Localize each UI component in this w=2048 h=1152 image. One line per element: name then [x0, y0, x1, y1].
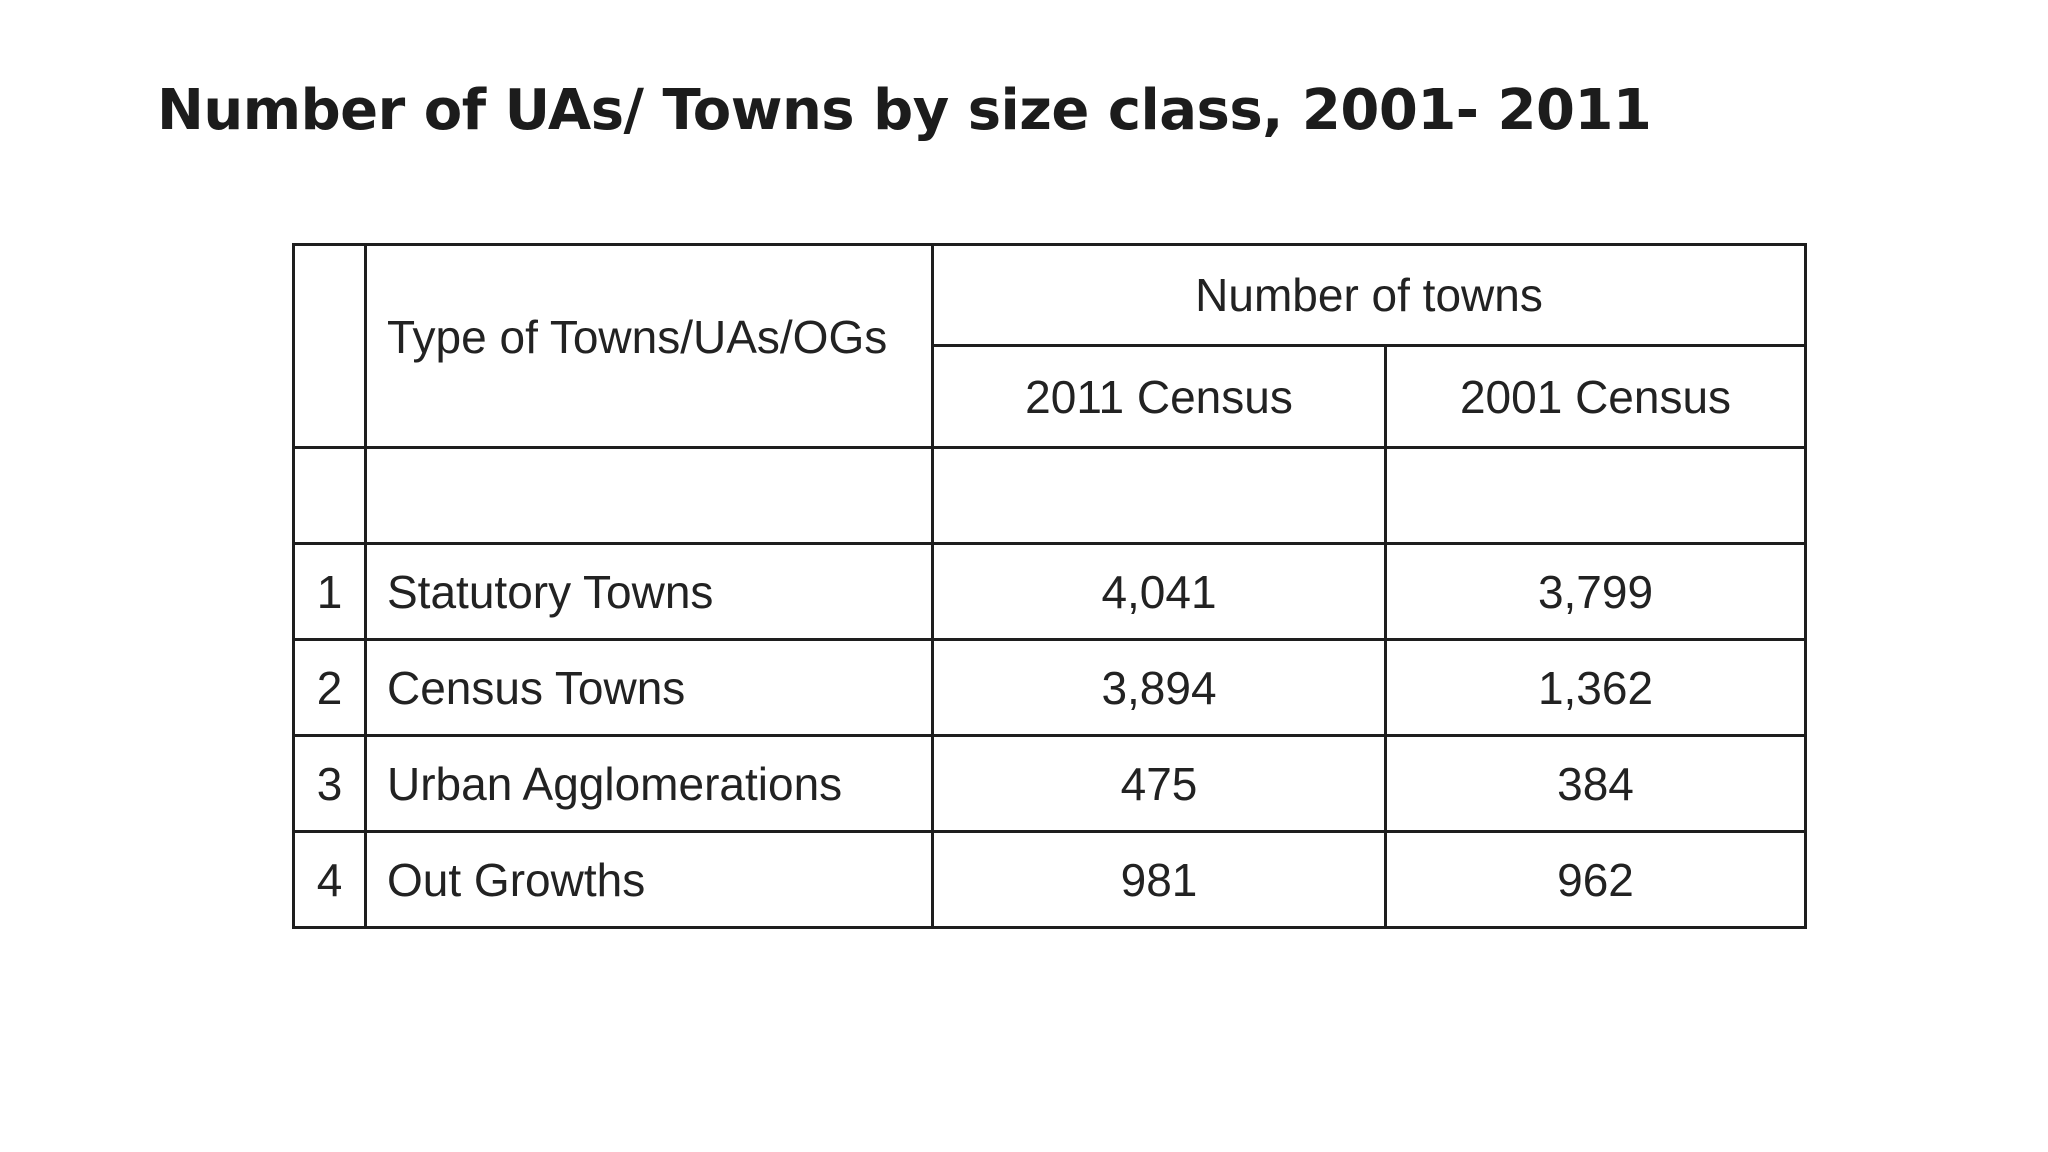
- num-header-cell: [292, 243, 367, 449]
- census-2001-header: 2001 Census: [1383, 344, 1808, 449]
- row-type: Statutory Towns: [364, 542, 934, 641]
- slide-title: Number of UAs/ Towns by size class, 2001…: [157, 78, 1652, 143]
- blank-cell: [292, 446, 367, 545]
- row-number: 4: [292, 830, 367, 929]
- row-2011-value: 4,041: [931, 542, 1387, 641]
- row-2001-value: 962: [1383, 830, 1808, 929]
- table-row: 3 Urban Agglomerations 475 384: [292, 734, 1808, 833]
- census-2011-header: 2011 Census: [931, 344, 1387, 449]
- towns-table: Type of Towns/UAs/OGs Number of towns 20…: [292, 243, 1808, 929]
- type-header: Type of Towns/UAs/OGs: [364, 243, 934, 449]
- row-2011-value: 3,894: [931, 638, 1387, 737]
- table-row: 2 Census Towns 3,894 1,362: [292, 638, 1808, 737]
- table-subheader-row: 2011 Census 2001 Census: [294, 344, 1808, 449]
- row-type: Census Towns: [364, 638, 934, 737]
- table-row: 4 Out Growths 981 962: [292, 830, 1808, 929]
- row-2001-value: 3,799: [1383, 542, 1808, 641]
- table-blank-row: [292, 446, 1808, 545]
- row-number: 1: [292, 542, 367, 641]
- row-2001-value: 1,362: [1383, 638, 1808, 737]
- row-number: 2: [292, 638, 367, 737]
- blank-cell: [364, 446, 934, 545]
- row-type: Urban Agglomerations: [364, 734, 934, 833]
- row-2011-value: 475: [931, 734, 1387, 833]
- row-2001-value: 384: [1383, 734, 1808, 833]
- table-row: 1 Statutory Towns 4,041 3,799: [292, 542, 1808, 641]
- number-of-towns-header: Number of towns: [930, 243, 1808, 347]
- row-type: Out Growths: [364, 830, 934, 929]
- row-2011-value: 981: [931, 830, 1387, 929]
- row-number: 3: [292, 734, 367, 833]
- blank-cell: [1383, 446, 1808, 545]
- table-header-row: Type of Towns/UAs/OGs Number of towns: [292, 243, 1808, 449]
- blank-cell: [931, 446, 1387, 545]
